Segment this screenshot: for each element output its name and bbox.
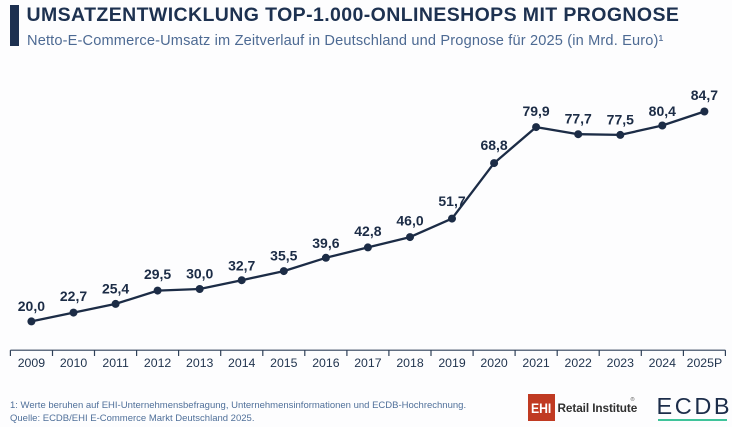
- svg-text:2019: 2019: [438, 356, 466, 370]
- svg-text:2020: 2020: [480, 356, 508, 370]
- svg-text:22,7: 22,7: [60, 288, 87, 304]
- svg-text:2021: 2021: [522, 356, 550, 370]
- svg-text:35,5: 35,5: [270, 247, 297, 263]
- svg-text:39,6: 39,6: [312, 235, 339, 251]
- svg-text:80,4: 80,4: [649, 103, 676, 119]
- svg-text:42,8: 42,8: [354, 223, 381, 239]
- svg-text:32,7: 32,7: [228, 257, 255, 273]
- svg-text:29,5: 29,5: [144, 266, 171, 282]
- svg-text:68,8: 68,8: [480, 137, 507, 153]
- svg-text:2009: 2009: [18, 356, 46, 370]
- svg-text:20,0: 20,0: [18, 298, 45, 314]
- svg-text:2023: 2023: [607, 356, 635, 370]
- svg-text:2010: 2010: [60, 356, 88, 370]
- svg-text:51,7: 51,7: [438, 193, 465, 209]
- svg-text:30,0: 30,0: [186, 265, 213, 281]
- svg-text:77,7: 77,7: [565, 111, 592, 127]
- svg-text:2013: 2013: [186, 356, 214, 370]
- svg-text:2015: 2015: [270, 356, 298, 370]
- svg-text:79,9: 79,9: [522, 103, 549, 119]
- svg-text:2017: 2017: [354, 356, 382, 370]
- svg-text:2024: 2024: [649, 356, 677, 370]
- svg-text:2018: 2018: [396, 356, 424, 370]
- svg-text:2014: 2014: [228, 356, 256, 370]
- svg-text:77,5: 77,5: [607, 111, 634, 127]
- svg-text:2025P: 2025P: [687, 356, 723, 370]
- svg-text:2022: 2022: [565, 356, 593, 370]
- svg-text:2011: 2011: [102, 356, 129, 370]
- svg-text:25,4: 25,4: [102, 280, 129, 296]
- svg-text:84,7: 84,7: [691, 87, 718, 103]
- svg-text:2016: 2016: [312, 356, 340, 370]
- svg-text:46,0: 46,0: [396, 213, 423, 229]
- svg-text:2012: 2012: [144, 356, 172, 370]
